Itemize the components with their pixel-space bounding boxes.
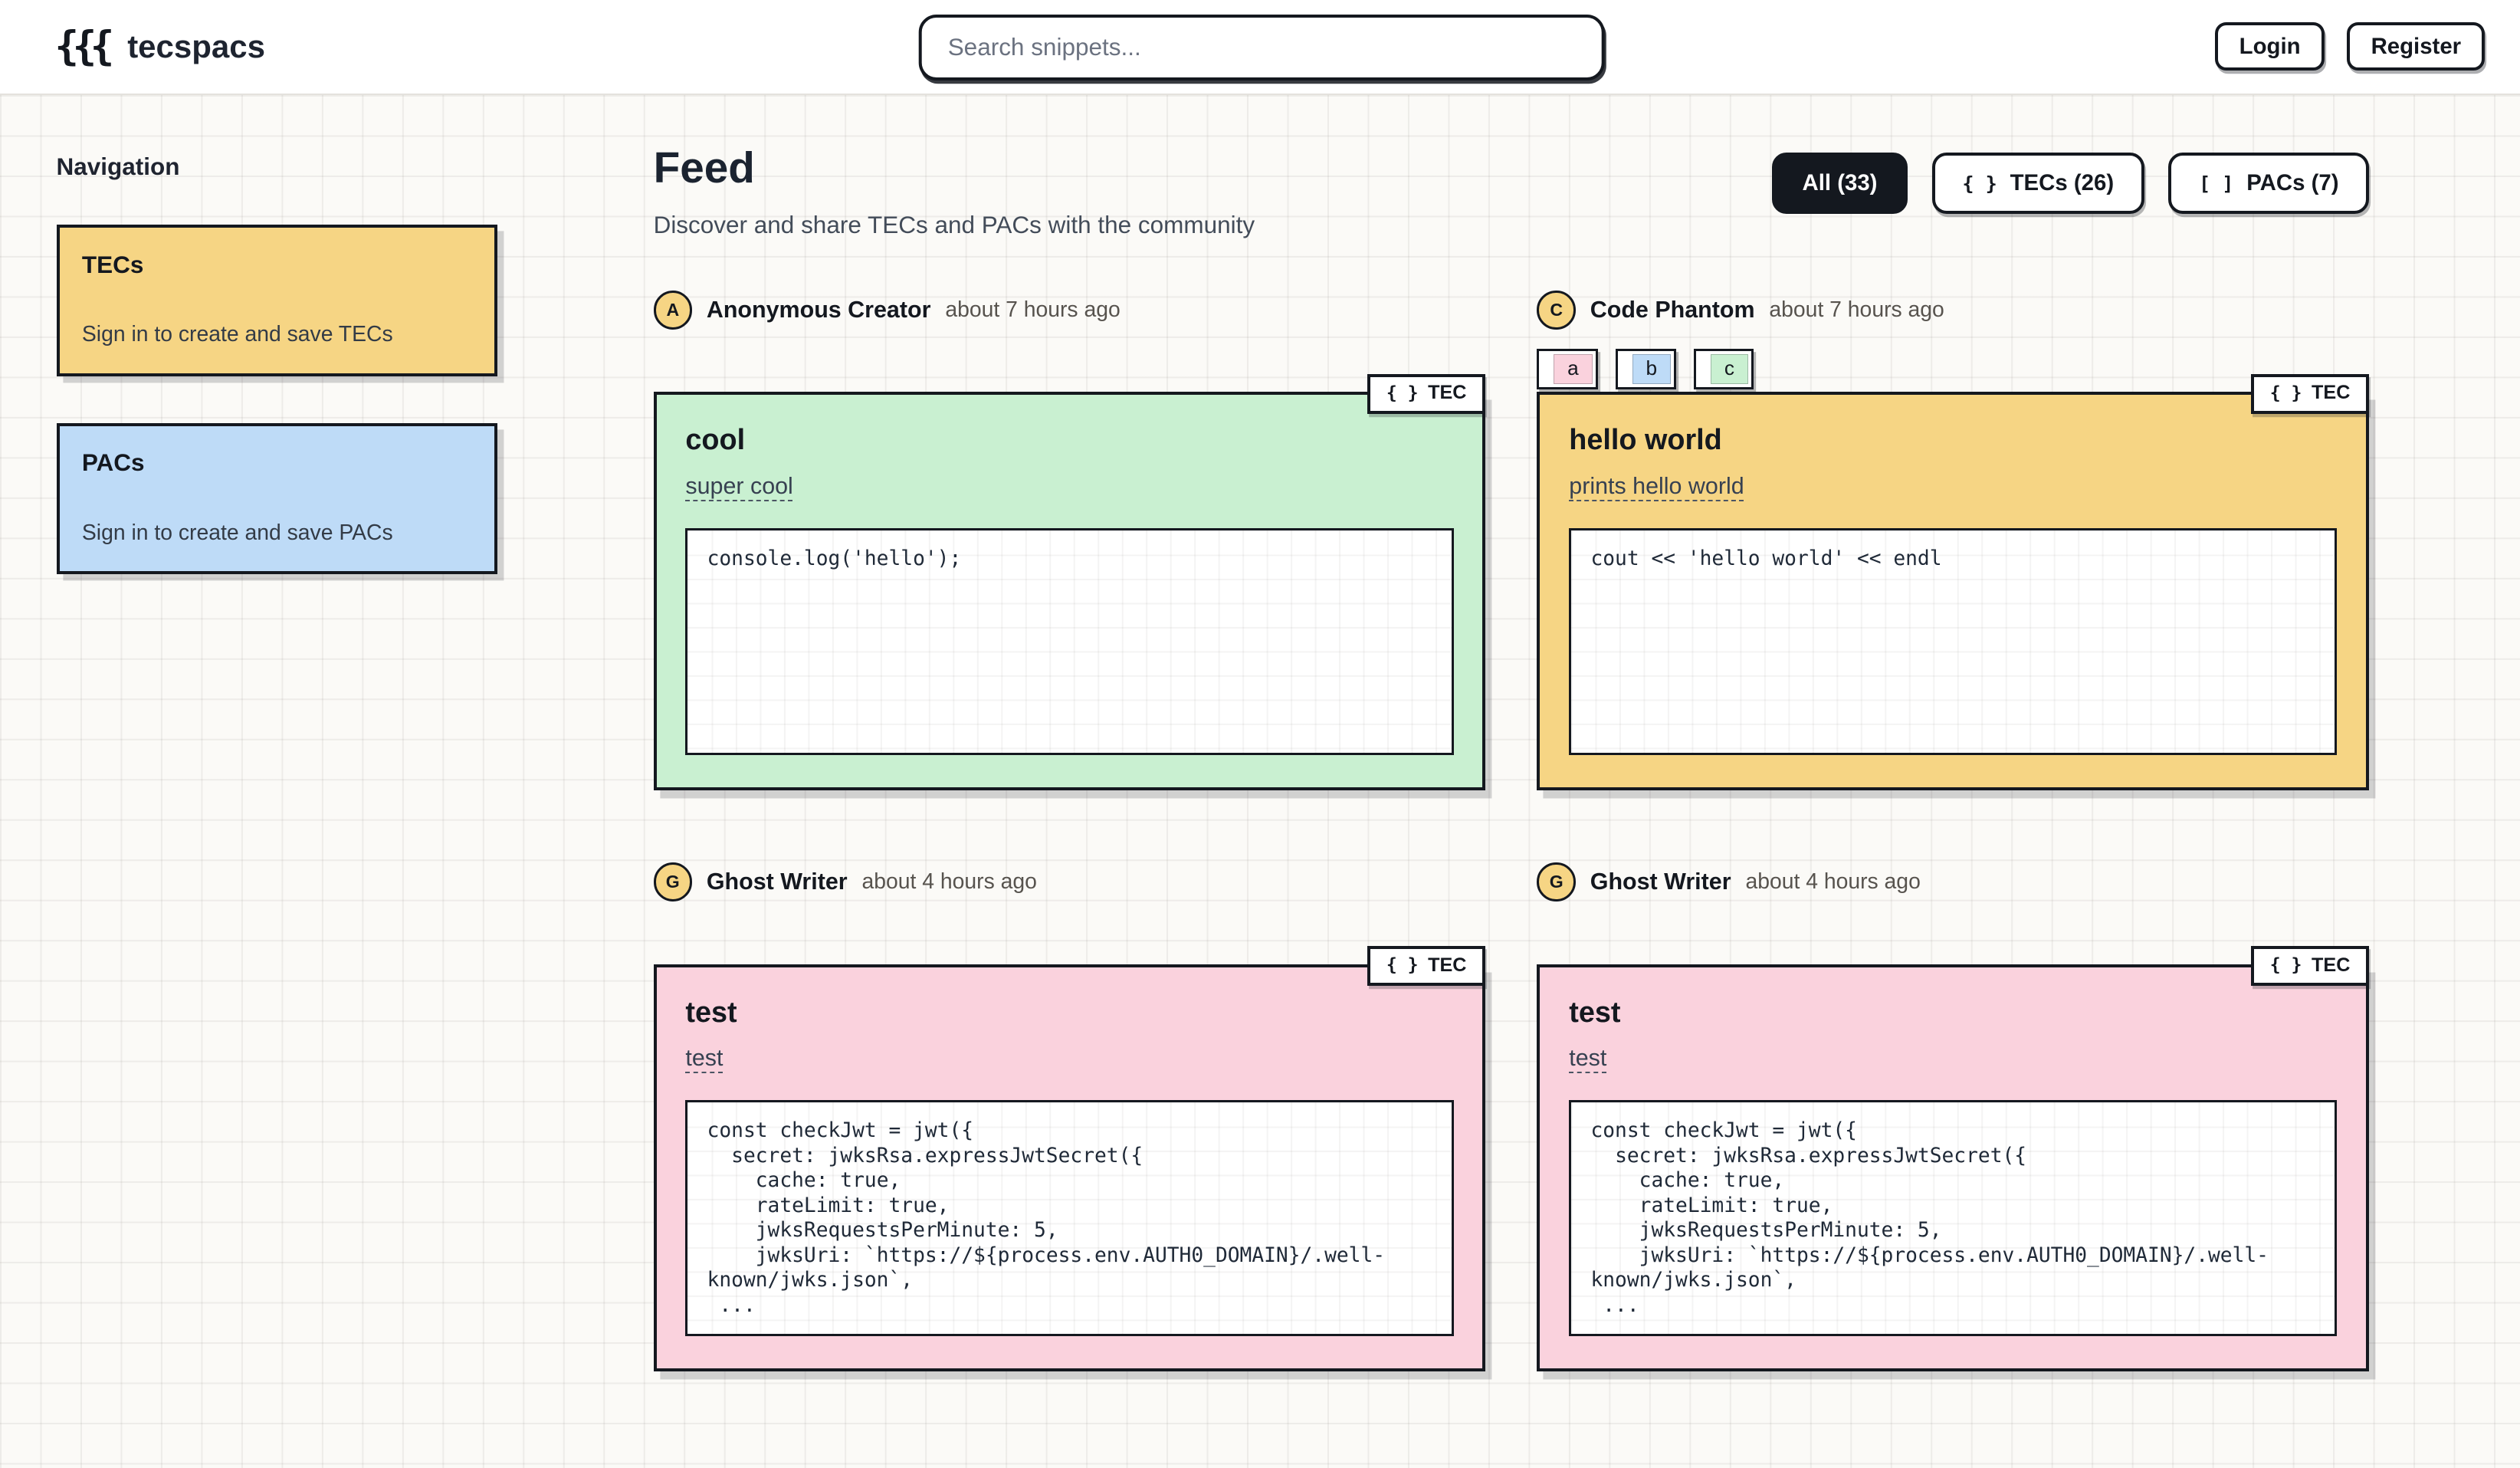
feed-post: G Ghost Writer about 4 hours ago { } TEC… xyxy=(1537,862,2370,1372)
post-timestamp: about 4 hours ago xyxy=(861,869,1037,895)
tec-badge-label: TEC xyxy=(1428,954,1467,976)
feed-filters: All (33) { } TECs (26) [ ] PACs (7) xyxy=(1771,153,2370,215)
tec-badge: { } TEC xyxy=(2250,374,2370,414)
snippet-code: const checkJwt = jwt({ secret: jwksRsa.e… xyxy=(1569,1100,2338,1337)
sidebar-card-tecs-text: Sign in to create and save TECs xyxy=(81,322,393,347)
sidebar-card-tecs-title: TECs xyxy=(81,250,144,278)
author-name[interactable]: Anonymous Creator xyxy=(706,296,931,323)
snippet-code: const checkJwt = jwt({ secret: jwksRsa.e… xyxy=(685,1100,1454,1337)
filter-pacs-label: PACs (7) xyxy=(2246,170,2339,196)
avatar: A xyxy=(653,291,692,330)
sidebar-card-pacs-title: PACs xyxy=(81,448,145,477)
auth-buttons: Login Register xyxy=(2215,22,2486,71)
post-timestamp: about 4 hours ago xyxy=(1745,869,1921,895)
snippet-description: test xyxy=(1569,1045,1607,1072)
braces-icon: { } xyxy=(1386,955,1419,976)
sidebar: Navigation TECs Sign in to create and sa… xyxy=(0,95,497,1468)
tag-chip[interactable]: b xyxy=(1615,348,1677,390)
filter-tecs-label: TECs (26) xyxy=(2010,170,2115,196)
filter-all-label: All (33) xyxy=(1802,170,1878,196)
tag-label: a xyxy=(1554,353,1593,385)
page-title: Feed xyxy=(653,143,755,192)
feed-heading-block: Feed Discover and share TECs and PACs wi… xyxy=(654,143,1255,239)
page-body: Navigation TECs Sign in to create and sa… xyxy=(0,94,2520,1468)
sidebar-card-pacs: PACs Sign in to create and save PACs xyxy=(56,422,497,575)
brand-name: tecspacs xyxy=(127,28,265,64)
tag-label: b xyxy=(1632,353,1671,385)
post-timestamp: about 7 hours ago xyxy=(945,297,1121,322)
login-button[interactable]: Login xyxy=(2215,22,2325,71)
snippet-card[interactable]: { } TEC test test const checkJwt = jwt({… xyxy=(653,946,1486,1372)
tag-label: c xyxy=(1711,353,1748,385)
post-meta: G Ghost Writer about 4 hours ago xyxy=(1537,862,2369,901)
filter-all-button[interactable]: All (33) xyxy=(1771,153,1908,215)
avatar: C xyxy=(1537,291,1576,330)
snippet-title[interactable]: hello world xyxy=(1569,424,1722,457)
register-button[interactable]: Register xyxy=(2347,22,2486,71)
tec-badge: { } TEC xyxy=(1367,946,1486,987)
feed-post: C Code Phantom about 7 hours ago a b c xyxy=(1537,291,2370,790)
tec-badge: { } TEC xyxy=(1367,374,1486,414)
snippet-card[interactable]: { } TEC cool super cool console.log('hel… xyxy=(653,374,1486,790)
avatar: G xyxy=(653,862,692,901)
snippet-description: test xyxy=(685,1045,724,1072)
snippet-code: console.log('hello'); xyxy=(685,527,1454,755)
brand-logo-icon: {{{ xyxy=(54,23,114,71)
author-name[interactable]: Code Phantom xyxy=(1590,296,1755,323)
author-name[interactable]: Ghost Writer xyxy=(1590,869,1731,895)
avatar: G xyxy=(1537,862,1576,901)
author-name[interactable]: Ghost Writer xyxy=(706,869,848,895)
snippet-description: prints hello world xyxy=(1569,473,1744,500)
snippet-card[interactable]: { } TEC test test const checkJwt = jwt({… xyxy=(1537,946,2370,1372)
feed-subtitle: Discover and share TECs and PACs with th… xyxy=(653,210,1255,238)
braces-icon: { } xyxy=(1386,383,1419,403)
sidebar-card-tecs: TECs Sign in to create and save TECs xyxy=(56,225,497,376)
top-bar: {{{ tecspacs Login Register xyxy=(0,0,2520,95)
filter-pacs-button[interactable]: [ ] PACs (7) xyxy=(2168,153,2370,215)
braces-icon: { } xyxy=(2269,955,2302,976)
braces-icon: { } xyxy=(1962,172,1997,195)
filter-tecs-button[interactable]: { } TECs (26) xyxy=(1931,153,2144,215)
snippet-description: super cool xyxy=(685,473,793,500)
tec-badge-label: TEC xyxy=(2312,382,2351,404)
post-meta: A Anonymous Creator about 7 hours ago xyxy=(653,291,1486,330)
brand[interactable]: {{{ tecspacs xyxy=(54,23,265,70)
feed-post: A Anonymous Creator about 7 hours ago { … xyxy=(653,291,1486,790)
tec-badge: { } TEC xyxy=(2250,946,2370,987)
post-top: C Code Phantom about 7 hours ago a b c xyxy=(1537,291,2369,392)
feed-header: Feed Discover and share TECs and PACs wi… xyxy=(654,143,2370,239)
tag-list: a b c xyxy=(1537,348,2369,390)
sidebar-heading: Navigation xyxy=(56,153,180,181)
post-meta: C Code Phantom about 7 hours ago xyxy=(1537,291,2369,330)
tec-badge-label: TEC xyxy=(2312,954,2351,976)
post-top: G Ghost Writer about 4 hours ago xyxy=(1537,862,2369,964)
sidebar-card-pacs-text: Sign in to create and save PACs xyxy=(81,520,393,545)
brackets-icon: [ ] xyxy=(2198,172,2234,195)
snippet-title[interactable]: test xyxy=(685,996,737,1029)
snippet-card[interactable]: { } TEC hello world prints hello world c… xyxy=(1537,374,2370,790)
post-timestamp: about 7 hours ago xyxy=(1769,297,1944,322)
tag-chip[interactable]: a xyxy=(1537,348,1598,390)
search-input[interactable] xyxy=(919,14,1605,80)
feed-post: G Ghost Writer about 4 hours ago { } TEC… xyxy=(653,862,1486,1372)
braces-icon: { } xyxy=(2269,383,2302,403)
post-top: G Ghost Writer about 4 hours ago xyxy=(653,862,1486,964)
post-top: A Anonymous Creator about 7 hours ago xyxy=(653,291,1486,392)
post-meta: G Ghost Writer about 4 hours ago xyxy=(653,862,1486,901)
snippet-title[interactable]: test xyxy=(1569,996,1621,1029)
tag-chip[interactable]: c xyxy=(1694,348,1754,390)
snippet-title[interactable]: cool xyxy=(685,424,746,457)
tec-badge-label: TEC xyxy=(1428,382,1467,404)
feed-main: Feed Discover and share TECs and PACs wi… xyxy=(497,95,2520,1468)
snippet-code: cout << 'hello world' << endl xyxy=(1569,527,2338,755)
posts-grid: A Anonymous Creator about 7 hours ago { … xyxy=(653,291,2370,1372)
